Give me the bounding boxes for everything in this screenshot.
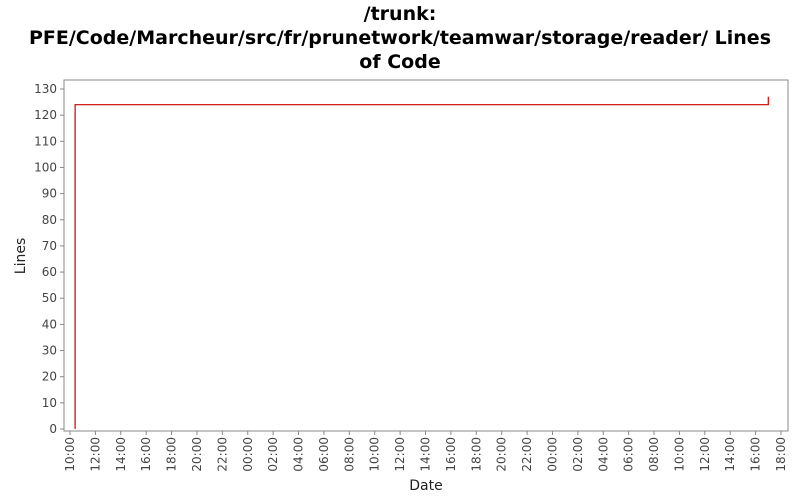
x-tick-label: 18:00 xyxy=(469,437,483,472)
y-tick-label: 110 xyxy=(34,134,57,148)
x-tick-label: 16:00 xyxy=(444,437,458,472)
x-tick-label: 10:00 xyxy=(368,437,382,472)
y-tick-label: 130 xyxy=(34,82,57,96)
x-tick-label: 06:00 xyxy=(622,437,636,472)
x-tick-label: 08:00 xyxy=(342,437,356,472)
x-tick-label: 10:00 xyxy=(63,437,77,472)
x-axis: 10:00 12:00 14:00 16:00 18:00 20:00 22:00 00:00… xyxy=(63,431,788,472)
chart-title-line-3: of Code xyxy=(359,51,441,73)
y-tick-label: 70 xyxy=(42,239,57,253)
y-tick-label: 40 xyxy=(42,317,57,331)
series-line xyxy=(74,96,769,429)
y-tick-label: 90 xyxy=(42,187,57,201)
x-tick-label: 04:00 xyxy=(292,437,306,472)
y-axis-title: Lines xyxy=(13,238,29,274)
x-tick-label: 20:00 xyxy=(495,437,509,472)
x-tick-label: 22:00 xyxy=(520,437,534,472)
y-tick-label: 60 xyxy=(42,265,57,279)
x-tick-label: 02:00 xyxy=(571,437,585,472)
series-layer xyxy=(74,96,769,429)
x-tick-label: 22:00 xyxy=(215,437,229,472)
x-tick-label: 08:00 xyxy=(647,437,661,472)
y-tick-label: 120 xyxy=(34,108,57,122)
x-tick-label: 12:00 xyxy=(88,437,102,472)
y-tick-label: 0 xyxy=(49,422,57,436)
y-tick-label: 50 xyxy=(42,291,57,305)
y-tick-label: 20 xyxy=(42,370,57,384)
x-tick-label: 02:00 xyxy=(266,437,280,472)
y-tick-label: 10 xyxy=(42,396,57,410)
y-tick-label: 100 xyxy=(34,160,57,174)
y-axis: 0 10 20 30 40 50 60 70 80 90 100 110 120 130 xyxy=(34,82,64,436)
chart-title: /trunk: PFE/Code/Marcheur/src/fr/prunetw… xyxy=(0,2,800,74)
x-tick-label: 00:00 xyxy=(241,437,255,472)
x-tick-label: 10:00 xyxy=(672,437,686,472)
x-tick-label: 12:00 xyxy=(393,437,407,472)
x-tick-label: 12:00 xyxy=(698,437,712,472)
x-tick-label: 00:00 xyxy=(545,437,559,472)
x-tick-label: 06:00 xyxy=(317,437,331,472)
x-tick-label: 14:00 xyxy=(723,437,737,472)
x-tick-label: 16:00 xyxy=(139,437,153,472)
x-tick-label: 18:00 xyxy=(165,437,179,472)
y-tick-label: 30 xyxy=(42,344,57,358)
chart-title-line-1: /trunk: xyxy=(363,3,437,25)
x-tick-label: 18:00 xyxy=(774,437,788,472)
x-tick-label: 20:00 xyxy=(190,437,204,472)
chart-title-line-2: PFE/Code/Marcheur/src/fr/prunetwork/team… xyxy=(28,27,772,49)
x-tick-label: 14:00 xyxy=(419,437,433,472)
plot-area xyxy=(63,79,789,432)
x-axis-title: Date xyxy=(409,478,442,494)
y-tick-label: 80 xyxy=(42,213,57,227)
x-tick-label: 04:00 xyxy=(596,437,610,472)
x-tick-label: 16:00 xyxy=(749,437,763,472)
x-tick-label: 14:00 xyxy=(114,437,128,472)
